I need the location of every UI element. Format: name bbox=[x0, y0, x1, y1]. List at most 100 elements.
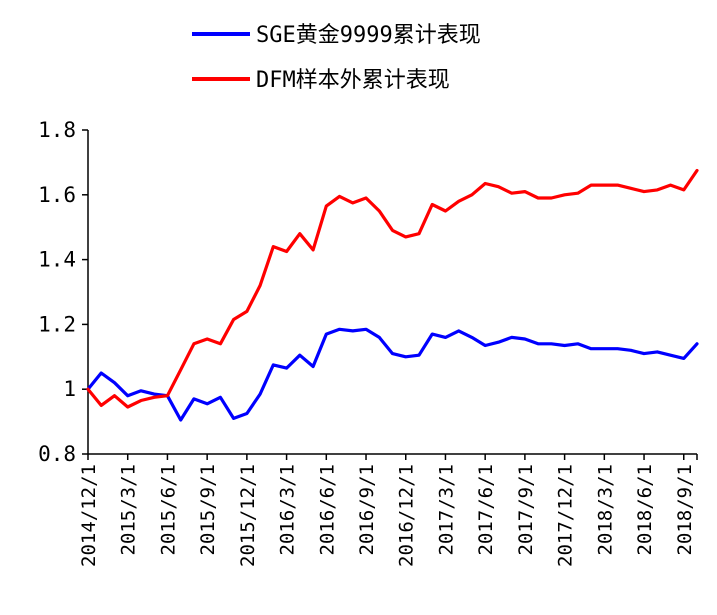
data-point bbox=[577, 192, 579, 194]
axes: 0.8 1 1.2 1.4 1.6 1.8 2014/12/1 2015/3/1 2015/6/… bbox=[38, 118, 698, 567]
data-point bbox=[550, 197, 553, 199]
data-point bbox=[484, 344, 486, 347]
x-tick-label: 2015/9/1 bbox=[197, 464, 219, 556]
data-point bbox=[484, 182, 486, 185]
data-point bbox=[471, 336, 473, 339]
data-point bbox=[603, 184, 606, 186]
data-point bbox=[246, 412, 248, 415]
data-point bbox=[431, 333, 434, 335]
data-point bbox=[457, 330, 460, 332]
y-tick-label: 1 bbox=[63, 377, 76, 401]
data-point bbox=[378, 336, 381, 339]
data-point bbox=[510, 336, 513, 339]
y-tick-label: 1.4 bbox=[38, 248, 76, 272]
data-point bbox=[325, 333, 328, 335]
x-tick-label: 2018/9/1 bbox=[674, 464, 696, 556]
data-point bbox=[404, 356, 407, 358]
data-point bbox=[272, 245, 275, 248]
data-point bbox=[299, 232, 301, 235]
data-point bbox=[325, 205, 328, 207]
data-point bbox=[404, 236, 407, 238]
data-point bbox=[563, 344, 566, 347]
x-tick-label: 2017/12/1 bbox=[555, 464, 577, 567]
data-point bbox=[590, 184, 592, 186]
data-point bbox=[285, 367, 288, 369]
data-point bbox=[219, 343, 222, 345]
data-point bbox=[630, 187, 632, 190]
data-point bbox=[537, 197, 539, 199]
data-point bbox=[140, 399, 142, 402]
x-tick-label: 2017/9/1 bbox=[515, 464, 537, 556]
legend: SGE黄金9999累计表现 DFM样本外累计表现 bbox=[192, 23, 481, 93]
data-point bbox=[524, 338, 526, 340]
data-point bbox=[140, 390, 142, 392]
data-point bbox=[100, 404, 103, 407]
data-point bbox=[87, 388, 89, 391]
data-point bbox=[669, 184, 672, 186]
data-point bbox=[272, 364, 275, 366]
data-point bbox=[113, 381, 116, 384]
x-tick-label: 2015/12/1 bbox=[237, 464, 259, 567]
data-point bbox=[232, 417, 235, 420]
data-point bbox=[351, 202, 354, 204]
data-point bbox=[616, 347, 619, 350]
data-point bbox=[590, 347, 592, 350]
data-point bbox=[246, 310, 248, 313]
data-point bbox=[100, 372, 103, 374]
y-tick-label: 1.2 bbox=[38, 312, 76, 336]
data-point bbox=[497, 185, 500, 188]
legend-item: SGE黄金9999累计表现 bbox=[192, 23, 481, 48]
data-point bbox=[179, 368, 182, 371]
data-point bbox=[656, 351, 659, 353]
data-point bbox=[193, 398, 195, 400]
series-line bbox=[86, 168, 699, 409]
data-point bbox=[259, 284, 261, 287]
data-point bbox=[338, 328, 341, 331]
legend-item: DFM样本外累计表现 bbox=[192, 68, 450, 93]
data-point bbox=[682, 357, 685, 360]
data-point bbox=[550, 343, 553, 345]
data-point bbox=[312, 365, 314, 368]
data-point bbox=[656, 189, 659, 191]
data-point bbox=[682, 189, 685, 191]
x-tick-label: 2016/3/1 bbox=[277, 464, 299, 556]
data-point bbox=[444, 336, 447, 339]
x-tick-label: 2016/12/1 bbox=[396, 464, 418, 567]
data-point bbox=[299, 354, 301, 356]
data-point bbox=[378, 210, 381, 212]
data-point bbox=[391, 229, 394, 232]
data-point bbox=[510, 192, 513, 194]
data-point bbox=[153, 393, 155, 395]
data-point bbox=[577, 343, 579, 345]
data-point bbox=[616, 184, 619, 186]
data-point bbox=[126, 406, 129, 408]
data-point bbox=[418, 354, 420, 356]
legend-label: SGE黄金9999累计表现 bbox=[256, 23, 481, 48]
data-point bbox=[431, 203, 434, 206]
x-tick-label: 2014/12/1 bbox=[78, 464, 100, 567]
data-point bbox=[563, 194, 566, 196]
data-point bbox=[259, 393, 261, 395]
x-tick-label: 2016/6/1 bbox=[316, 464, 338, 556]
data-point bbox=[669, 354, 672, 356]
data-point bbox=[113, 394, 116, 397]
data-point bbox=[365, 197, 367, 199]
data-point bbox=[206, 402, 208, 405]
data-point bbox=[696, 343, 698, 345]
data-point bbox=[643, 190, 645, 193]
x-tick-label: 2016/9/1 bbox=[356, 464, 378, 556]
data-point bbox=[219, 396, 222, 399]
data-point bbox=[457, 200, 460, 203]
x-tick-label: 2017/3/1 bbox=[435, 464, 457, 556]
data-point bbox=[497, 341, 500, 344]
data-point bbox=[179, 419, 182, 421]
x-tick-label: 2017/6/1 bbox=[475, 464, 497, 556]
y-tick-label: 1.8 bbox=[38, 118, 76, 142]
y-tick-label: 1.6 bbox=[38, 183, 76, 207]
data-point bbox=[193, 343, 195, 345]
data-point bbox=[312, 249, 314, 251]
data-point bbox=[351, 330, 354, 332]
data-point bbox=[391, 352, 394, 355]
